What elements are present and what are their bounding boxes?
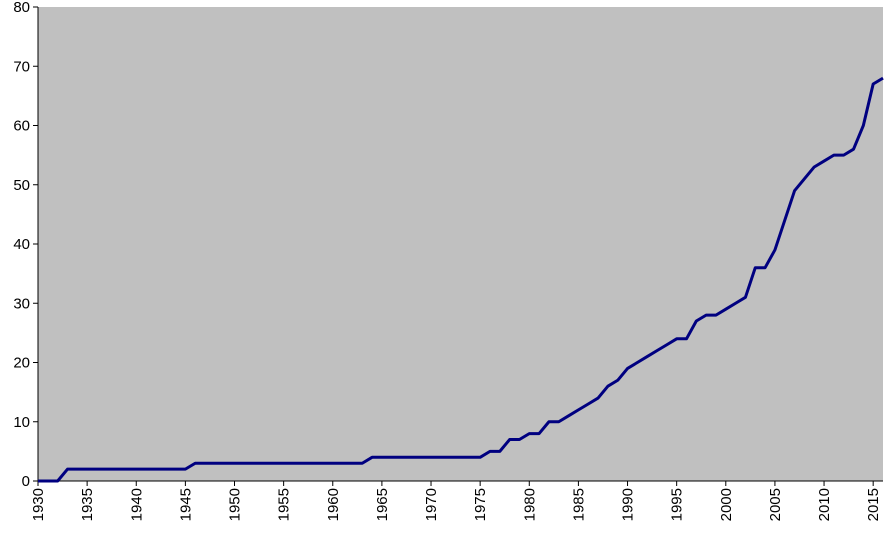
y-tick-label: 10 xyxy=(13,414,30,431)
x-tick-label: 1950 xyxy=(227,488,244,521)
y-tick-label: 40 xyxy=(13,236,30,253)
series-line xyxy=(38,76,884,483)
x-tick-label: 2005 xyxy=(767,488,784,521)
x-tick-label: 1975 xyxy=(472,488,489,521)
x-tick-label: 1945 xyxy=(177,488,194,521)
x-tick-label: 1990 xyxy=(620,488,637,521)
x-tick-label: 1995 xyxy=(669,488,686,521)
y-tick-label: 0 xyxy=(22,473,30,490)
y-tick-label: 60 xyxy=(13,118,30,135)
x-tick-label: 1985 xyxy=(570,488,587,521)
x-tick-label: 1960 xyxy=(325,488,342,521)
y-tick-label: 50 xyxy=(13,177,30,194)
plot-area xyxy=(38,7,883,481)
x-tick-label: 1970 xyxy=(423,488,440,521)
x-tick-label: 1940 xyxy=(128,488,145,521)
x-tick-label: 2000 xyxy=(718,488,735,521)
y-tick-label: 20 xyxy=(13,355,30,372)
x-tick-label: 1980 xyxy=(521,488,538,521)
x-tick-label: 2010 xyxy=(816,488,833,521)
x-tick-label: 1935 xyxy=(79,488,96,521)
x-tick-label: 1930 xyxy=(30,488,47,521)
y-tick-label: 30 xyxy=(13,295,30,312)
x-tick-label: 1965 xyxy=(374,488,391,521)
x-tick-label: 1955 xyxy=(276,488,293,521)
y-tick-label: 80 xyxy=(13,0,30,16)
y-tick-label: 70 xyxy=(13,58,30,75)
x-tick-label: 2015 xyxy=(865,488,882,521)
